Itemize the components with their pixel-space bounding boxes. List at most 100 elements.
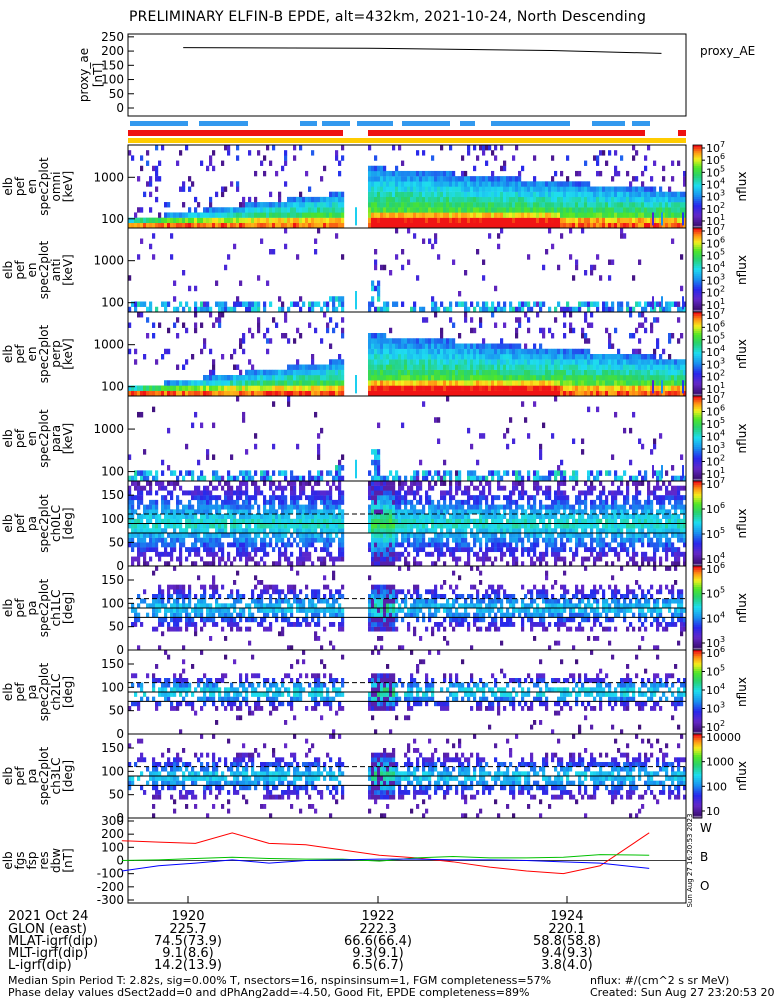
energy-panel-1-cell <box>470 212 474 218</box>
energy-panel-3-cell <box>392 359 396 365</box>
energy-panel-1-cell <box>221 217 225 224</box>
energy-panel-3-cell <box>272 317 276 323</box>
energy-panel-1-cell <box>551 191 555 198</box>
energy-panel-3-cell <box>680 359 684 365</box>
energy-panel-3-cell <box>584 359 588 365</box>
energy-panel-3-cell <box>608 359 612 365</box>
energy-panel-1-cell <box>308 207 312 213</box>
pitch-panel-5-cell <box>269 509 273 515</box>
energy-panel-1-cell <box>647 222 651 229</box>
energy-panel-4-cell <box>245 475 249 482</box>
energy-panel-3-cell <box>578 369 582 376</box>
energy-panel-3-cell <box>566 348 570 355</box>
energy-panel-1-cell <box>482 176 486 182</box>
energy-panel-1-cell <box>140 217 144 224</box>
energy-panel-3-ytick-label: 1000 <box>93 338 124 352</box>
energy-panel-1-cell <box>236 212 240 218</box>
energy-panel-3-cell <box>476 369 480 376</box>
energy-panel-4-cell <box>661 465 663 479</box>
energy-panel-3-cell <box>536 385 540 391</box>
energy-panel-1-cell <box>443 217 447 224</box>
energy-panel-3-cell <box>176 333 180 339</box>
energy-panel-2-cell <box>254 301 258 307</box>
energy-panel-1-cell <box>647 212 651 218</box>
pitch-panel-5-cell <box>290 542 294 548</box>
energy-panel-1-cell <box>323 212 327 218</box>
energy-panel-3-cell <box>578 380 582 386</box>
energy-panel-2-cell <box>521 306 525 313</box>
energy-panel-1-cell <box>368 202 372 208</box>
energy-panel-1-cell <box>449 222 453 229</box>
energy-panel-1-cell <box>470 207 474 213</box>
energy-panel-2-ylabel-line: anti <box>49 259 63 282</box>
energy-panel-3-cell <box>281 385 285 391</box>
pitch-panel-5-cell <box>158 514 162 519</box>
pitch-panel-5-cell <box>341 499 345 505</box>
energy-panel-1-cell <box>374 217 378 224</box>
energy-panel-1-cell <box>482 196 486 203</box>
energy-panel-3-cell <box>407 348 411 355</box>
energy-panel-3-cell <box>518 369 522 376</box>
energy-panel-3-cell <box>212 380 216 386</box>
energy-panel-1-cell <box>191 217 195 224</box>
energy-panel-3-cell <box>671 390 675 397</box>
energy-panel-3-cell <box>590 322 594 328</box>
energy-panel-1-cell <box>440 207 444 213</box>
energy-panel-3-cell <box>581 333 585 339</box>
pitch-panel-5-cell <box>389 528 393 534</box>
energy-panel-3-cell <box>668 333 672 339</box>
energy-panel-3-colorbar-label: 105 <box>706 332 725 347</box>
energy-panel-3-cell <box>680 375 684 381</box>
energy-panel-1-cell <box>437 202 441 208</box>
energy-panel-1-cell <box>434 181 438 187</box>
energy-panel-3-cell <box>661 380 663 394</box>
energy-panel-3-cell <box>605 359 609 365</box>
energy-panel-3-cell <box>500 343 504 349</box>
energy-panel-3-cell <box>503 380 507 386</box>
pitch-panel-5-cell <box>254 551 258 557</box>
energy-panel-2-cell <box>248 301 252 307</box>
energy-panel-3-cell <box>371 364 375 370</box>
pitch-panel-5-cell <box>248 514 252 519</box>
pitch-panel-5-cell <box>263 532 267 538</box>
energy-panel-1-cell <box>554 207 558 213</box>
pitch-panel-5-cell <box>254 528 258 534</box>
energy-panel-3-cell <box>275 369 279 376</box>
energy-panel-3-cell <box>458 390 462 397</box>
pitch-panel-5-cell <box>233 499 237 505</box>
energy-panel-1-cell <box>311 150 315 156</box>
energy-panel-1-cell <box>650 191 654 198</box>
energy-panel-2-cell <box>652 296 654 310</box>
energy-panel-1-cell <box>512 212 516 218</box>
energy-panel-3-cell <box>518 364 522 370</box>
energy-panel-1-cell <box>377 217 381 224</box>
pitch-panel-5-cell <box>164 523 168 529</box>
energy-panel-1-cell <box>392 207 396 213</box>
energy-panel-3-cell <box>542 380 546 386</box>
pitch-panel-5-cell <box>203 490 207 496</box>
energy-panel-1-ytick-label: 100 <box>101 212 124 226</box>
pitch-panel-5-cell <box>140 523 144 529</box>
energy-panel-3-cell <box>194 390 198 397</box>
energy-panel-3-cell <box>320 385 324 391</box>
energy-panel-1-cell <box>440 217 444 224</box>
energy-panel-4-cell <box>134 475 138 482</box>
energy-panel-3-cell <box>653 354 657 360</box>
energy-panel-3-cell <box>335 385 339 391</box>
energy-panel-2-cell <box>482 275 486 281</box>
energy-panel-1-cell <box>386 181 390 187</box>
energy-panel-1-cell <box>452 207 456 213</box>
energy-panel-1-cell <box>437 170 441 177</box>
energy-panel-3-cell <box>296 369 300 376</box>
energy-panel-3-cell <box>581 369 585 376</box>
pitch-panel-5-cell <box>167 551 171 557</box>
pitch-panel-5-cell <box>317 556 321 562</box>
energy-panel-2-colorbar-cell <box>693 265 702 269</box>
energy-panel-1-cell <box>488 181 492 187</box>
energy-panel-3-cell <box>416 338 420 344</box>
science-zone-bar <box>402 121 450 126</box>
energy-panel-3-cell <box>554 369 558 376</box>
energy-panel-3-cell <box>374 390 378 397</box>
energy-panel-1-cell <box>557 202 561 208</box>
pitch-panel-5-cell <box>209 537 213 543</box>
